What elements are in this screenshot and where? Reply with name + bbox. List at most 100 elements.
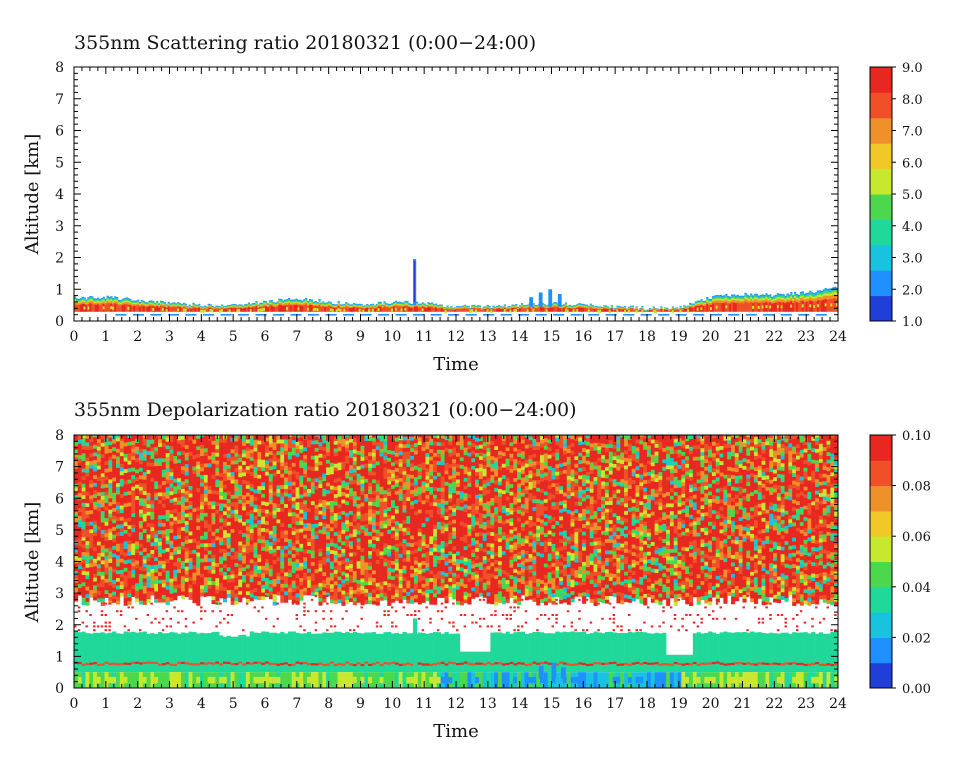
heatmap-cell xyxy=(159,301,163,303)
heatmap-cell xyxy=(230,441,235,446)
heatmap-cell xyxy=(123,625,127,628)
heatmap-cell xyxy=(211,531,216,536)
heatmap-cell xyxy=(299,300,302,302)
heatmap-cell xyxy=(104,574,109,579)
heatmap-cell xyxy=(77,553,82,558)
heatmap-cell xyxy=(142,581,147,586)
heatmap-cell xyxy=(211,542,216,548)
heatmap-cell xyxy=(257,309,260,313)
heatmap-cell xyxy=(131,305,134,312)
heatmap-cell xyxy=(519,307,522,309)
heatmap-cell xyxy=(373,308,377,312)
heatmap-cell xyxy=(677,309,680,312)
heatmap-cell xyxy=(142,600,147,605)
heatmap-cell xyxy=(215,585,220,590)
heatmap-cell xyxy=(194,305,197,307)
heatmap-cell xyxy=(142,566,147,571)
heatmap-cell xyxy=(161,469,166,474)
heatmap-cell xyxy=(200,493,205,498)
heatmap-cell xyxy=(222,308,226,312)
heatmap-cell xyxy=(135,302,138,305)
colorbar-swatch xyxy=(870,295,892,322)
heatmap-cell xyxy=(112,496,117,501)
heatmap-cell xyxy=(419,305,422,307)
heatmap-cell xyxy=(339,306,342,308)
heatmap-cell xyxy=(234,562,239,567)
heatmap-cell xyxy=(144,302,147,304)
heatmap-cell xyxy=(207,520,212,525)
heatmap-cell xyxy=(731,297,734,300)
heatmap-cell xyxy=(226,525,231,530)
heatmap-cell xyxy=(595,307,598,309)
heatmap-cell xyxy=(102,297,105,299)
heatmap-cell xyxy=(383,301,386,303)
heatmap-cell xyxy=(177,661,182,664)
heatmap-cell xyxy=(173,474,178,479)
heatmap-cell xyxy=(629,306,633,308)
heatmap-cell xyxy=(473,307,476,312)
heatmap-cell xyxy=(520,306,524,312)
heatmap-cell xyxy=(320,304,323,306)
heatmap-cell xyxy=(138,520,144,525)
heatmap-cell xyxy=(138,509,144,514)
heatmap-cell xyxy=(112,594,117,600)
heatmap-cell xyxy=(123,586,128,591)
heatmap-cell xyxy=(312,303,315,305)
heatmap-cell xyxy=(81,468,86,473)
heatmap-cell xyxy=(696,307,699,311)
heatmap-cell xyxy=(173,592,178,597)
heatmap-cell xyxy=(404,304,407,306)
heatmap-cell xyxy=(89,555,94,560)
heatmap-cell xyxy=(368,306,371,308)
heatmap-cell xyxy=(200,584,205,589)
heatmap-cell xyxy=(366,304,369,305)
heatmap-cell xyxy=(196,305,199,306)
heatmap-cell xyxy=(108,471,113,476)
heatmap-cell xyxy=(473,305,476,307)
heatmap-cell xyxy=(169,483,174,488)
heatmap-cell xyxy=(517,308,520,312)
heatmap-cell xyxy=(381,306,384,308)
heatmap-cell xyxy=(180,515,186,520)
heatmap-cell xyxy=(108,532,113,537)
heatmap-cell xyxy=(230,479,235,484)
heatmap-cell xyxy=(146,500,151,505)
heatmap-cell xyxy=(203,588,208,593)
heatmap-cell xyxy=(154,572,159,577)
heatmap-cell xyxy=(119,508,124,514)
heatmap-cell xyxy=(104,453,109,458)
heatmap-cell xyxy=(96,625,100,628)
heatmap-cell xyxy=(782,295,785,297)
heatmap-cell xyxy=(138,444,144,449)
heatmap-cell xyxy=(272,305,275,307)
heatmap-cell xyxy=(184,448,189,453)
heatmap-cell xyxy=(465,306,468,307)
heatmap-cell xyxy=(93,581,98,586)
heatmap-cell xyxy=(763,295,766,298)
heatmap-cell xyxy=(142,471,147,476)
heatmap-cell xyxy=(681,309,684,312)
heatmap-cell xyxy=(135,450,140,455)
heatmap-cell xyxy=(301,305,304,312)
heatmap-cell xyxy=(221,309,224,313)
heatmap-cell xyxy=(119,512,124,517)
heatmap-cell xyxy=(211,512,216,517)
heatmap-cell xyxy=(138,532,144,537)
heatmap-cell xyxy=(557,307,560,312)
heatmap-cell xyxy=(303,304,306,312)
heatmap-cell xyxy=(771,303,774,312)
heatmap-cell xyxy=(89,506,94,511)
heatmap-cell xyxy=(184,441,189,446)
heatmap-cell xyxy=(74,468,79,473)
heatmap-cell xyxy=(161,480,166,485)
heatmap-cell xyxy=(450,307,453,309)
heatmap-cell xyxy=(545,307,548,309)
heatmap-cell xyxy=(207,516,212,521)
heatmap-cell xyxy=(308,302,312,305)
heatmap-cell xyxy=(131,509,136,514)
heatmap-cell xyxy=(116,581,121,586)
heatmap-cell xyxy=(85,571,90,576)
heatmap-cell xyxy=(763,302,766,312)
heatmap-cell xyxy=(352,304,356,306)
heatmap-cell xyxy=(108,585,113,590)
